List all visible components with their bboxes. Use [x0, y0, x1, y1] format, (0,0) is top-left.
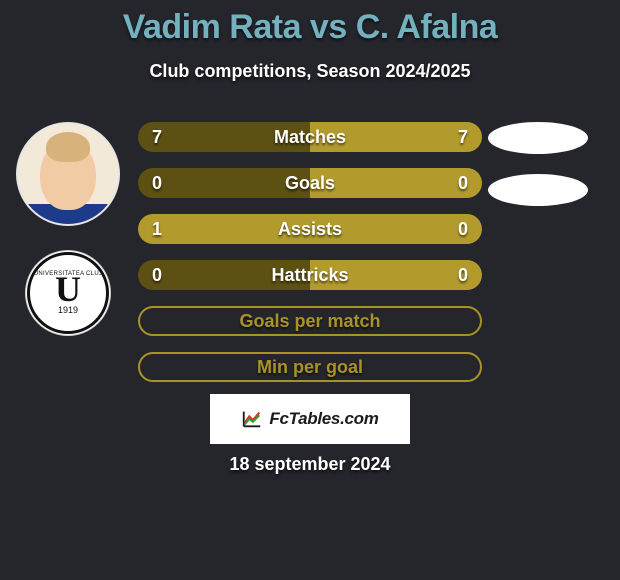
stat-label: Goals	[285, 173, 335, 194]
stat-label: Min per goal	[257, 357, 363, 378]
site-logo-icon	[241, 408, 263, 430]
stat-bars: 7 7 Matches 0 0 Goals 1 0 Assists 0 0 Hattricks Goal…	[138, 122, 482, 398]
stat-right-value: 0	[458, 260, 468, 290]
club-badge-letter: U	[55, 277, 81, 302]
stat-right-value: 7	[458, 122, 468, 152]
opponent-club-placeholder	[488, 174, 588, 206]
left-player-column: UNIVERSITATEA CLUJ U 1919	[8, 122, 128, 336]
stat-left-value: 1	[152, 214, 162, 244]
stat-bar: 7 7 Matches	[138, 122, 482, 152]
stat-left-value: 0	[152, 168, 162, 198]
stat-label: Hattricks	[271, 265, 348, 286]
footer-site-name: FcTables.com	[269, 409, 378, 429]
footer-site-badge[interactable]: FcTables.com	[210, 394, 410, 444]
avatar-face-icon	[40, 140, 96, 210]
stat-bar: 0 0 Goals	[138, 168, 482, 198]
stat-bar: 0 0 Hattricks	[138, 260, 482, 290]
stat-bar: 1 0 Assists	[138, 214, 482, 244]
stat-left-value: 0	[152, 260, 162, 290]
stat-bar: Min per goal	[138, 352, 482, 382]
stat-right-value: 0	[458, 214, 468, 244]
stat-right-value: 0	[458, 168, 468, 198]
player-avatar	[16, 122, 120, 226]
stat-label: Goals per match	[239, 311, 380, 332]
stat-label: Assists	[278, 219, 342, 240]
page-title: Vadim Rata vs C. Afalna	[0, 0, 620, 47]
opponent-avatar-placeholder	[488, 122, 588, 154]
stat-left-value: 7	[152, 122, 162, 152]
club-badge-year: 1919	[58, 305, 78, 315]
page-subtitle: Club competitions, Season 2024/2025	[0, 61, 620, 82]
club-badge-ring-icon: UNIVERSITATEA CLUJ U 1919	[27, 252, 109, 334]
footer-date: 18 september 2024	[0, 454, 620, 475]
club-badge: UNIVERSITATEA CLUJ U 1919	[25, 250, 111, 336]
stat-bar: Goals per match	[138, 306, 482, 336]
stat-label: Matches	[274, 127, 346, 148]
stat-bar-right-segment	[310, 168, 482, 198]
